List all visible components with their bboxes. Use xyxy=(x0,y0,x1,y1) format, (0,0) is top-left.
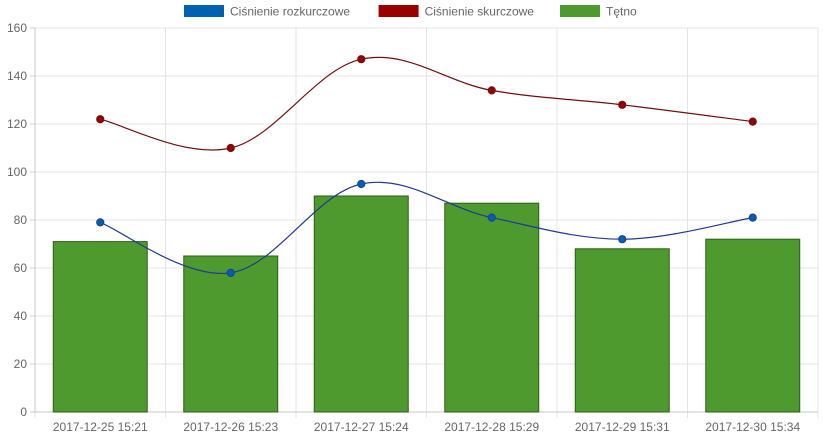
data-point xyxy=(357,55,366,64)
data-point xyxy=(748,117,757,126)
x-tick-label: 2017-12-27 15:24 xyxy=(314,420,409,434)
data-point xyxy=(487,213,496,222)
y-tick-label: 100 xyxy=(7,165,27,179)
y-tick-label: 120 xyxy=(7,117,27,131)
data-point xyxy=(748,213,757,222)
data-point xyxy=(96,115,105,124)
data-point xyxy=(96,218,105,227)
x-tick-label: 2017-12-29 15:31 xyxy=(575,420,670,434)
bar xyxy=(313,195,409,413)
data-point xyxy=(357,179,366,189)
data-point xyxy=(487,86,496,95)
legend-label: Tętno xyxy=(606,5,637,19)
data-point xyxy=(618,235,627,244)
y-tick-label: 40 xyxy=(14,309,28,323)
bar xyxy=(444,202,540,413)
data-point xyxy=(226,268,235,277)
bar xyxy=(705,238,801,413)
series-line xyxy=(100,181,753,275)
legend-swatch xyxy=(560,5,600,17)
bar-series xyxy=(52,195,801,413)
legend-swatch xyxy=(184,5,224,17)
x-tick-label: 2017-12-25 15:21 xyxy=(53,420,148,434)
bar xyxy=(574,248,670,413)
x-tick-label: 2017-12-26 15:23 xyxy=(183,420,278,434)
x-tick-labels: 2017-12-25 15:21 2017-12-26 15:23 2017-12-… xyxy=(53,420,801,434)
data-point xyxy=(618,100,627,109)
legend-label: Ciśnienie rozkurczowe xyxy=(230,5,350,19)
y-tick-label: 60 xyxy=(14,261,28,275)
y-tick-label: 20 xyxy=(14,357,28,371)
x-tick-label: 2017-12-28 15:29 xyxy=(444,420,539,434)
y-tick-label: 80 xyxy=(14,213,28,227)
legend-label: Ciśnienie skurczowe xyxy=(425,5,535,19)
y-tick-labels: 0 20 40 60 80 100 120 140 160 xyxy=(7,21,27,419)
y-tick-label: 160 xyxy=(7,21,27,35)
bar xyxy=(183,255,279,413)
y-tick-label: 140 xyxy=(7,69,27,83)
x-tick-label: 2017-12-30 15:34 xyxy=(705,420,800,434)
line-points xyxy=(96,55,757,277)
data-point xyxy=(226,143,235,153)
series-line xyxy=(100,56,753,151)
y-tick-label: 0 xyxy=(20,405,27,419)
legend: Ciśnienie rozkurczowe Ciśnienie skurczowe… xyxy=(184,5,637,19)
axes xyxy=(30,27,818,413)
line-series xyxy=(100,56,753,275)
legend-swatch xyxy=(378,5,419,17)
grid xyxy=(34,27,819,418)
bar xyxy=(52,241,148,413)
